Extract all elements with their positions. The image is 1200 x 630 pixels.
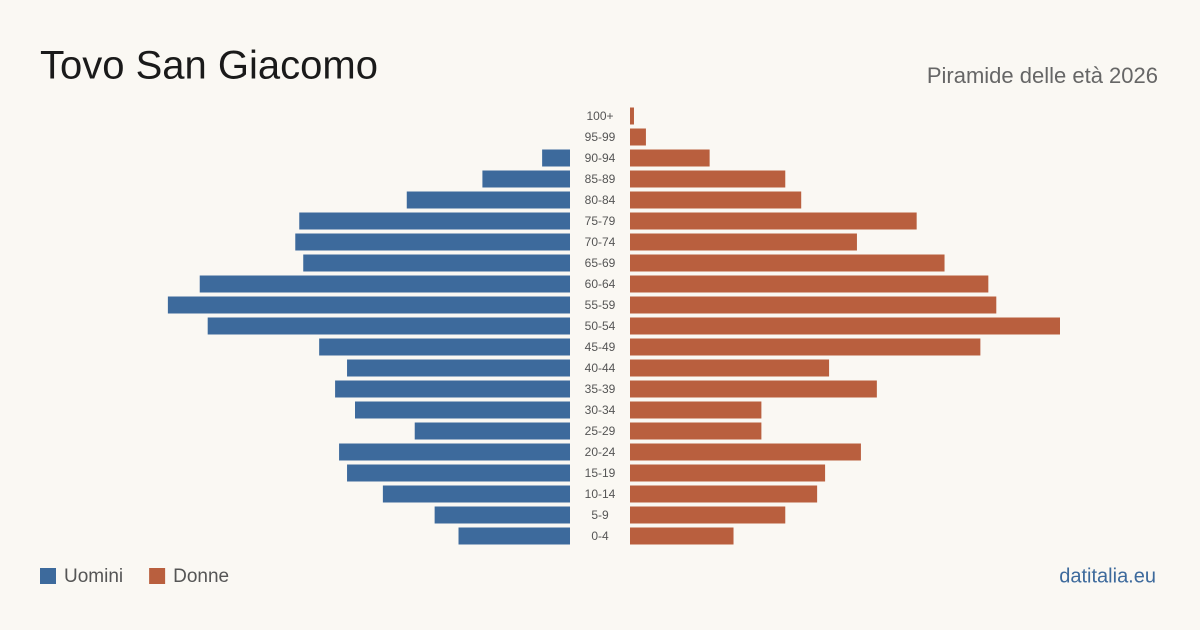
age-label: 100+ (586, 109, 613, 123)
bar (630, 359, 830, 377)
bar (630, 128, 646, 146)
bar (630, 191, 802, 209)
age-label: 55-59 (585, 298, 616, 312)
bar (542, 149, 570, 167)
bar (630, 338, 981, 356)
bar (482, 170, 570, 188)
age-label: 50-54 (585, 319, 616, 333)
bar (630, 506, 786, 524)
chart-subtitle: Piramide delle età 2026 (927, 63, 1158, 88)
bar (319, 338, 570, 356)
bar (630, 107, 634, 125)
age-label: 25-29 (585, 424, 616, 438)
legend-swatch (40, 568, 56, 584)
bar (406, 191, 570, 209)
age-label: 35-39 (585, 382, 616, 396)
age-label: 80-84 (585, 193, 616, 207)
source: datitalia.eu (1059, 565, 1156, 587)
bar (295, 233, 570, 251)
bar (199, 275, 570, 293)
age-label: 20-24 (585, 445, 616, 459)
bar (347, 464, 570, 482)
age-label: 40-44 (585, 361, 616, 375)
age-label: 60-64 (585, 277, 616, 291)
bar (167, 296, 571, 314)
bar (434, 506, 570, 524)
bar (207, 317, 570, 335)
bar (630, 317, 1060, 335)
bar (630, 170, 786, 188)
age-label: 45-49 (585, 340, 616, 354)
bar (299, 212, 570, 230)
bar (339, 443, 570, 461)
bar (355, 401, 570, 419)
bar (303, 254, 570, 272)
chart-title: Tovo San Giacomo (40, 44, 378, 88)
age-label: 70-74 (585, 235, 616, 249)
bar (630, 443, 861, 461)
bar (382, 485, 570, 503)
bar (630, 485, 818, 503)
bar (630, 401, 762, 419)
bar (630, 464, 826, 482)
legend-label: Uomini (64, 566, 123, 587)
bar (630, 422, 762, 440)
bar (458, 527, 570, 545)
age-label: 10-14 (585, 487, 616, 501)
age-label: 75-79 (585, 214, 616, 228)
legend-swatch (149, 568, 166, 584)
bar (335, 380, 570, 398)
age-label: 65-69 (585, 256, 616, 270)
bar (347, 359, 570, 377)
bar (630, 275, 989, 293)
bar (630, 527, 734, 545)
age-label: 5-9 (591, 508, 609, 522)
age-label: 30-34 (585, 403, 616, 417)
bar (630, 296, 997, 314)
bar (630, 380, 877, 398)
bar (630, 254, 945, 272)
age-label: 15-19 (585, 466, 616, 480)
age-label: 85-89 (585, 172, 616, 186)
legend-label: Donne (173, 566, 229, 587)
age-label: 90-94 (585, 151, 616, 165)
bar (630, 233, 857, 251)
bar (414, 422, 570, 440)
age-label: 95-99 (585, 130, 616, 144)
age-label: 0-4 (591, 529, 609, 543)
bar (630, 212, 917, 230)
bar (630, 149, 710, 167)
